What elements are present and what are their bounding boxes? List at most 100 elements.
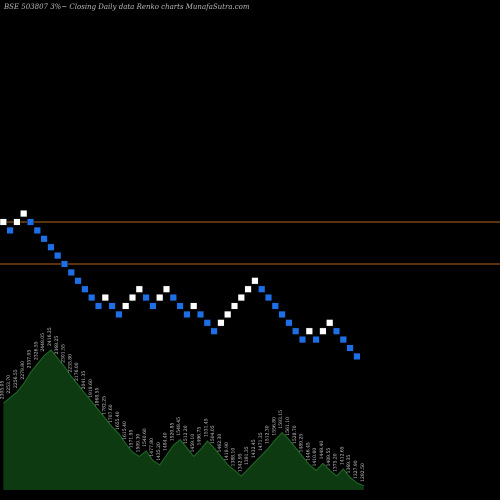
volume-label: 1504.05 — [210, 425, 216, 444]
renko-brick-down — [196, 310, 204, 318]
volume-label: 1448.40 — [319, 441, 325, 460]
volume-label: 1484.40 — [163, 432, 169, 451]
volume-label: 2326.55 — [33, 341, 39, 360]
renko-brick-up — [156, 294, 164, 302]
renko-brick-down — [339, 336, 347, 344]
renko-brick-down — [210, 327, 218, 335]
renko-brick-up — [128, 294, 136, 302]
volume-label: 1327.90 — [353, 460, 359, 479]
volume-label: 1540.60 — [142, 428, 148, 447]
renko-brick-up — [162, 285, 170, 293]
renko-brick-down — [333, 327, 341, 335]
volume-label: 1512.30 — [265, 425, 271, 444]
renko-brick-up — [13, 218, 21, 226]
volume-label: 2357.05 — [27, 350, 33, 369]
renko-brick-up — [224, 310, 232, 318]
renko-brick-down — [292, 327, 300, 335]
volume-label: 1561.10 — [285, 417, 291, 436]
volume-label: 1388.10 — [231, 448, 237, 467]
volume-label: 1435.20 — [156, 442, 162, 461]
volume-label: 1410.60 — [312, 448, 318, 467]
volume-label: 1655.40 — [115, 411, 121, 430]
renko-brick-up — [0, 218, 7, 226]
volume-label: 2305.05 — [0, 380, 5, 399]
renko-brick-up — [135, 285, 143, 293]
renko-brick-down — [54, 252, 62, 260]
renko-brick-up — [305, 327, 313, 335]
renko-brick-up — [251, 277, 259, 285]
volume-label: 1531.45 — [203, 418, 209, 437]
volume-label: 1615.40 — [122, 421, 128, 440]
renko-brick-down — [142, 294, 150, 302]
volume-label: 1446.45 — [305, 442, 311, 461]
volume-label: 1520.85 — [169, 422, 175, 441]
renko-brick-down — [149, 302, 157, 310]
volume-label: 1432.45 — [251, 439, 257, 458]
chart-title: BSE 503807 3%~ Closing Daily data Renko … — [3, 3, 250, 11]
renko-brick-down — [40, 235, 48, 243]
renko-brick-down — [203, 319, 211, 327]
volume-label: 1418.90 — [224, 442, 230, 461]
volume-label: 2448.05 — [40, 333, 46, 352]
volume-label: 1556.80 — [271, 417, 277, 436]
renko-brick-down — [353, 352, 361, 360]
renko-brick-down — [47, 243, 55, 251]
renko-brick-up — [20, 210, 28, 218]
renko-brick-down — [271, 302, 279, 310]
renko-brick-down — [285, 319, 293, 327]
volume-label: 1918.60 — [88, 379, 94, 398]
volume-label: 2176.00 — [74, 362, 80, 381]
volume-area-outline — [3, 349, 364, 487]
renko-brick-down — [108, 302, 116, 310]
renko-brick-down — [27, 218, 35, 226]
renko-brick-up — [101, 294, 109, 302]
volume-label: 1548.45 — [176, 417, 182, 436]
volume-label: 2253.70 — [6, 375, 12, 394]
renko-brick-down — [265, 294, 273, 302]
volume-label: 1471.35 — [258, 432, 264, 451]
renko-brick-down — [88, 294, 96, 302]
volume-label: 1509.30 — [135, 434, 141, 453]
renko-brick-down — [94, 302, 102, 310]
volume-label: 1391.35 — [244, 446, 250, 465]
volume-label: 1477.80 — [149, 438, 155, 457]
renko-brick-down — [183, 310, 191, 318]
volume-label: 1707.60 — [108, 404, 114, 423]
volume-label: 1375.20 — [333, 453, 339, 472]
renko-brick-down — [299, 336, 307, 344]
volume-label: 1462.30 — [217, 434, 223, 453]
volume-label: 1459.10 — [190, 434, 196, 453]
renko-brick-down — [81, 285, 89, 293]
volume-label: 2041.35 — [81, 371, 87, 390]
renko-brick-down — [6, 226, 14, 234]
renko-brick-down — [312, 336, 320, 344]
reference-lines — [0, 221, 500, 265]
volume-label: 1369.35 — [346, 455, 352, 474]
volume-label: 1512.20 — [183, 425, 189, 444]
volume-label: 2279.80 — [20, 361, 26, 380]
renko-brick-down — [169, 294, 177, 302]
renko-brick-down — [74, 277, 82, 285]
volume-label: 1342.95 — [237, 453, 243, 472]
volume-label: 2368.25 — [54, 336, 60, 355]
volume-label: 1593.15 — [278, 410, 284, 429]
volume-label: 2256.55 — [13, 369, 19, 388]
volume-label: 2416.25 — [47, 327, 53, 346]
renko-brick-up — [237, 294, 245, 302]
renko-brick-up — [190, 302, 198, 310]
renko-brick-up — [326, 319, 334, 327]
volume-label: 1868.55 — [95, 387, 101, 406]
volume-label: 1528.70 — [292, 425, 298, 444]
renko-brick-up — [230, 302, 238, 310]
volume-label: 1409.55 — [326, 448, 332, 467]
renko-brick-down — [278, 310, 286, 318]
volume-label: 1292.50 — [360, 463, 366, 482]
renko-brick-down — [33, 226, 41, 234]
volume-area — [3, 349, 364, 490]
renko-brick-down — [61, 260, 69, 268]
volume-label: 2235.80 — [67, 354, 73, 373]
renko-brick-down — [346, 344, 354, 352]
renko-brick-down — [176, 302, 184, 310]
